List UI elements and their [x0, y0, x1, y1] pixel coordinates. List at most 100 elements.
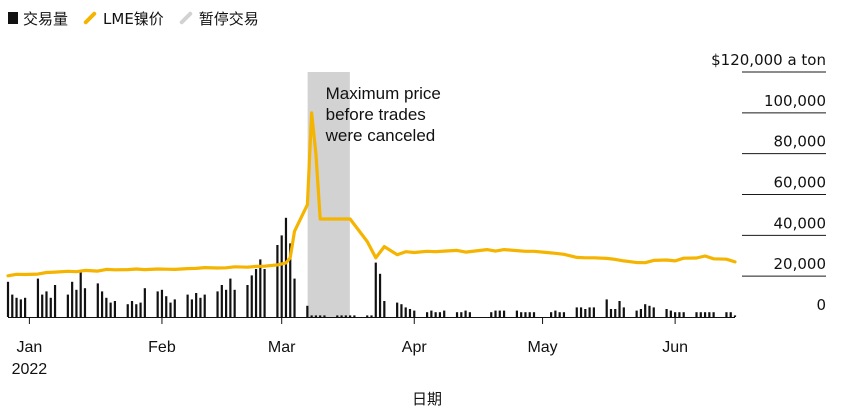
volume-bar — [126, 304, 129, 317]
annotation-line: before trades — [326, 105, 426, 124]
x-tick-sublabel: 2022 — [12, 361, 48, 378]
volume-bar — [113, 301, 117, 317]
volume-bar — [49, 297, 52, 317]
volume-bar — [644, 304, 647, 317]
volume-bar — [532, 312, 536, 317]
volume-bar — [259, 259, 262, 317]
volume-bar — [413, 310, 416, 317]
volume-bar — [45, 291, 48, 317]
volume-bar — [515, 310, 518, 317]
volume-bar — [75, 289, 78, 317]
volume-bar — [665, 309, 668, 317]
volume-bar — [592, 307, 595, 317]
volume-bar — [584, 309, 587, 317]
legend-item-volume: 交易量 — [8, 8, 68, 29]
volume-bar — [19, 299, 22, 317]
volume-bar — [199, 297, 202, 317]
volume-bar — [408, 309, 412, 317]
volume-bar — [733, 315, 737, 317]
y-tick-label: 20,000 — [774, 255, 827, 273]
volume-bar — [246, 285, 249, 317]
volume-bar — [323, 315, 326, 317]
volume-bar — [11, 294, 14, 317]
volume-bar — [310, 315, 313, 317]
volume-bar — [703, 312, 707, 317]
volume-bar — [169, 302, 172, 317]
x-axis-title: 日期 — [412, 390, 442, 408]
y-tick-label: 100,000 — [764, 92, 826, 110]
volume-bar — [36, 278, 40, 317]
volume-bar — [502, 310, 506, 317]
volume-bar — [396, 302, 399, 317]
volume-bar — [725, 312, 728, 317]
volume-bar — [464, 310, 467, 317]
volume-bar — [79, 272, 82, 317]
volume-bar — [314, 315, 318, 317]
y-tick-label: $120,000 a ton — [711, 51, 826, 69]
volume-bar — [370, 315, 373, 317]
x-tick-label: May — [527, 339, 557, 356]
volume-bar — [349, 315, 352, 317]
volume-bar — [618, 301, 621, 317]
x-tick-label: Jan — [16, 339, 42, 356]
volume-bar — [41, 294, 44, 317]
legend-item-halt: 暂停交易 — [178, 8, 259, 29]
volume-bar — [366, 315, 369, 317]
volume-bar — [430, 310, 433, 317]
volume-bar — [695, 312, 698, 317]
volume-bar — [708, 312, 711, 317]
volume-bar — [575, 307, 578, 317]
volume-bar — [263, 269, 266, 317]
volume-bar — [156, 291, 159, 317]
volume-bar — [319, 315, 322, 317]
volume-bar — [434, 312, 437, 317]
volume-bar — [550, 312, 553, 317]
volume-bar — [190, 299, 193, 317]
x-tick-label: Apr — [402, 339, 428, 356]
volume-bar — [494, 310, 497, 317]
volume-bar — [443, 310, 446, 317]
volume-bar — [609, 309, 613, 317]
volume-bar — [173, 299, 176, 317]
volume-bar — [195, 293, 198, 317]
volume-bar — [669, 310, 672, 317]
volume-bar — [554, 310, 557, 317]
volume-bar — [674, 312, 677, 317]
volume-bar — [186, 294, 189, 317]
chart-legend: 交易量 LME镍价 暂停交易 — [8, 6, 259, 30]
volume-bar — [374, 262, 377, 317]
volume-bar — [383, 301, 386, 317]
volume-bar — [24, 297, 27, 317]
volume-bar — [139, 302, 142, 317]
volume-bar — [306, 305, 309, 317]
volume-bar — [498, 310, 501, 317]
x-tick-label: Mar — [268, 339, 296, 356]
volume-bar — [229, 278, 232, 317]
volume-bar — [336, 315, 339, 317]
volume-bar — [284, 217, 288, 317]
volume-bar — [639, 309, 643, 317]
legend-label-volume: 交易量 — [23, 9, 69, 28]
volume-bar — [635, 310, 638, 317]
volume-bar — [562, 312, 566, 317]
legend-label-price: LME镍价 — [103, 9, 164, 28]
volume-bar — [233, 289, 236, 317]
volume-bar — [729, 312, 732, 317]
volume-bar — [280, 235, 283, 317]
volume-bar — [6, 281, 10, 317]
volume-bar — [614, 309, 617, 317]
volume-bar — [340, 315, 343, 317]
volume-bar — [100, 291, 104, 317]
volume-bar — [712, 312, 715, 317]
volume-bar — [216, 291, 219, 317]
y-tick-label: 80,000 — [774, 133, 827, 151]
legend-label-halt: 暂停交易 — [198, 9, 259, 28]
volume-bar — [130, 301, 134, 317]
volume-bar — [648, 305, 651, 317]
volume-bar — [524, 312, 527, 317]
volume-bar — [135, 304, 138, 317]
legend-item-price: LME镍价 — [82, 8, 164, 29]
x-tick-label: Jun — [662, 339, 688, 356]
volume-bar — [682, 312, 685, 317]
